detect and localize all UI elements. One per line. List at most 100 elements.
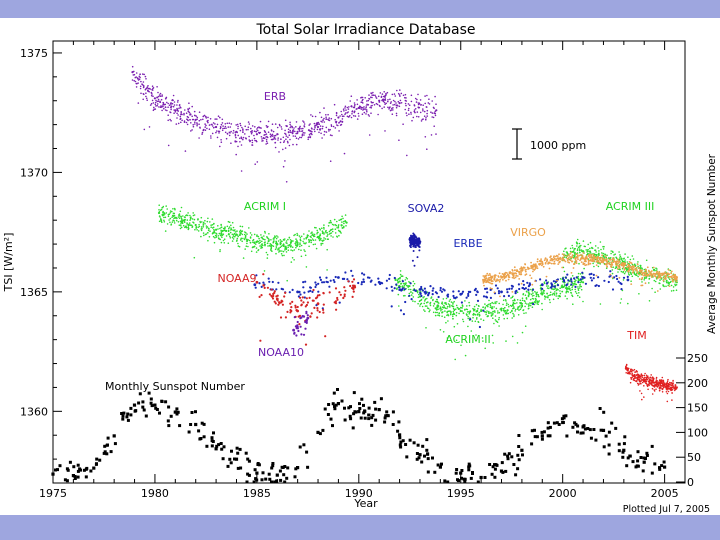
data-point bbox=[564, 276, 568, 279]
data-point bbox=[239, 233, 241, 235]
sunspot-point bbox=[112, 434, 116, 438]
sunspot-point bbox=[396, 429, 400, 433]
data-point bbox=[259, 241, 262, 244]
data-point bbox=[326, 232, 329, 234]
data-point bbox=[248, 139, 251, 141]
data-point bbox=[312, 299, 315, 302]
data-point bbox=[571, 256, 573, 258]
data-point bbox=[236, 230, 238, 232]
sunspot-point bbox=[194, 422, 198, 427]
data-point bbox=[273, 136, 276, 139]
sunspot-point bbox=[662, 460, 666, 464]
data-point bbox=[278, 302, 281, 305]
data-point bbox=[379, 282, 382, 286]
sunspot-point bbox=[92, 466, 96, 470]
data-point bbox=[363, 273, 366, 276]
sunspot-point bbox=[367, 417, 371, 421]
data-point bbox=[424, 102, 427, 105]
data-point bbox=[251, 144, 254, 146]
data-point bbox=[452, 294, 455, 298]
data-point bbox=[351, 113, 353, 115]
data-point bbox=[618, 260, 621, 262]
data-point bbox=[358, 107, 361, 110]
data-point bbox=[291, 300, 294, 303]
data-point bbox=[134, 76, 137, 79]
data-point bbox=[322, 303, 325, 306]
data-point bbox=[271, 135, 274, 137]
data-point bbox=[392, 104, 394, 106]
data-point bbox=[542, 289, 545, 292]
data-point bbox=[292, 328, 295, 332]
sunspot-point bbox=[336, 402, 340, 406]
data-point bbox=[322, 292, 325, 295]
data-point bbox=[523, 287, 526, 291]
data-point bbox=[611, 272, 614, 275]
data-point bbox=[265, 251, 268, 254]
data-point bbox=[304, 343, 308, 346]
data-point bbox=[251, 139, 254, 142]
data-point bbox=[599, 259, 602, 261]
data-point bbox=[292, 135, 295, 137]
data-point bbox=[475, 318, 478, 320]
data-point bbox=[657, 273, 659, 276]
data-point bbox=[240, 137, 243, 140]
data-point bbox=[557, 263, 560, 265]
data-point bbox=[551, 259, 553, 262]
data-point bbox=[377, 277, 380, 280]
data-point bbox=[542, 265, 545, 268]
data-point bbox=[377, 95, 380, 98]
data-point bbox=[489, 296, 492, 299]
data-point bbox=[181, 219, 183, 221]
data-point bbox=[266, 286, 269, 289]
data-point bbox=[614, 262, 617, 265]
data-point bbox=[331, 230, 334, 233]
data-point bbox=[226, 122, 229, 125]
data-point bbox=[468, 311, 470, 313]
data-point bbox=[219, 227, 221, 230]
data-point bbox=[669, 269, 672, 272]
data-point bbox=[338, 219, 341, 221]
data-point bbox=[404, 283, 407, 286]
data-point bbox=[316, 229, 319, 232]
data-point bbox=[230, 227, 232, 229]
sunspot-point bbox=[479, 475, 483, 480]
data-point bbox=[185, 121, 188, 124]
data-point bbox=[506, 312, 508, 315]
data-point bbox=[532, 270, 534, 273]
data-point bbox=[304, 327, 307, 330]
data-point bbox=[500, 309, 503, 312]
data-point bbox=[271, 250, 273, 252]
data-point bbox=[303, 238, 305, 240]
data-point bbox=[200, 226, 203, 228]
data-point bbox=[579, 251, 581, 254]
data-point bbox=[489, 274, 491, 277]
data-point bbox=[458, 335, 460, 337]
data-point bbox=[418, 293, 420, 296]
sunspot-point bbox=[517, 445, 521, 448]
data-point bbox=[546, 259, 549, 262]
data-point bbox=[446, 337, 449, 339]
data-point bbox=[234, 134, 237, 137]
data-point bbox=[412, 232, 415, 235]
sunspot-point bbox=[367, 413, 371, 417]
data-point bbox=[538, 262, 541, 265]
data-point bbox=[395, 106, 398, 109]
sunspot-point bbox=[173, 410, 177, 414]
data-point bbox=[388, 108, 390, 110]
data-point bbox=[185, 214, 187, 217]
y2-tick-label: 250 bbox=[687, 352, 708, 365]
data-point bbox=[574, 257, 576, 260]
data-point bbox=[611, 288, 615, 291]
data-point bbox=[272, 130, 275, 133]
data-point bbox=[474, 314, 477, 316]
data-point bbox=[624, 271, 627, 273]
sunspot-point bbox=[621, 450, 625, 454]
data-point bbox=[264, 230, 266, 233]
data-point bbox=[254, 163, 256, 165]
data-point bbox=[220, 226, 222, 229]
series-acrim-i bbox=[157, 204, 348, 282]
sunspot-point bbox=[147, 391, 151, 395]
data-point bbox=[429, 304, 432, 307]
data-point bbox=[647, 269, 650, 272]
data-point bbox=[260, 244, 263, 246]
